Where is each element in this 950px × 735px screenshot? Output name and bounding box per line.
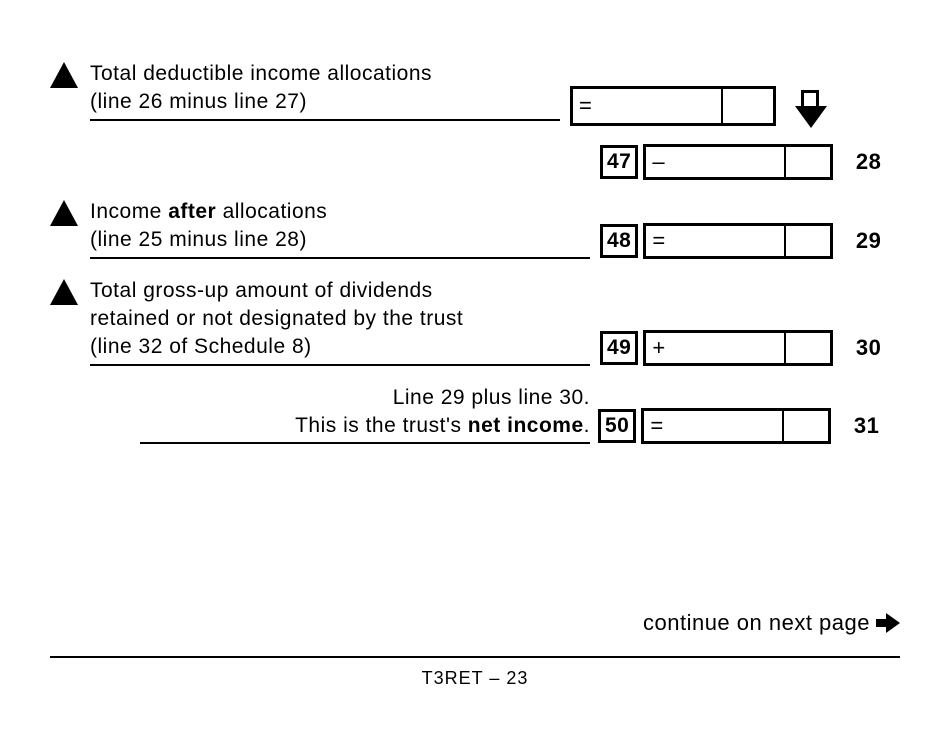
footer-divider (50, 656, 900, 658)
continue-text: continue on next page (643, 610, 900, 636)
row-line-31: Line 29 plus line 30.This is the trust's… (50, 384, 900, 445)
amount-input[interactable]: = (643, 223, 833, 259)
field-number: 47 (600, 145, 638, 179)
line-number: 28 (847, 149, 881, 175)
field-number: 48 (600, 224, 638, 258)
down-arrow-icon (795, 90, 825, 128)
row-line-30: Total gross-up amount of dividendsretain… (50, 277, 900, 366)
amount-input[interactable]: = (641, 408, 831, 444)
label: Total deductible income allocations(line… (90, 60, 560, 121)
operator: = (573, 89, 723, 123)
row-line-28: 47 – 28 (50, 144, 900, 180)
field-number: 49 (600, 331, 638, 365)
line-number: 30 (847, 335, 881, 361)
label: Total gross-up amount of dividendsretain… (90, 277, 590, 366)
line-number: 31 (845, 413, 879, 439)
marker-icon (50, 200, 78, 226)
field-number: 50 (598, 409, 636, 443)
footer-text: T3RET – 23 (0, 668, 950, 689)
amount-input[interactable]: + (643, 330, 833, 366)
line-number: 29 (847, 228, 881, 254)
marker-icon (50, 62, 78, 88)
label: Income after allocations(line 25 minus l… (90, 198, 590, 259)
marker-icon (50, 279, 78, 305)
row-line-29: Income after allocations(line 25 minus l… (50, 198, 900, 259)
arrow-right-icon (876, 613, 900, 633)
label: Line 29 plus line 30.This is the trust's… (140, 384, 590, 445)
row-total-deductible: Total deductible income allocations(line… (50, 60, 900, 126)
amount-box: = (570, 86, 776, 126)
amount-input[interactable]: – (643, 144, 833, 180)
form-page: Total deductible income allocations(line… (50, 60, 900, 462)
